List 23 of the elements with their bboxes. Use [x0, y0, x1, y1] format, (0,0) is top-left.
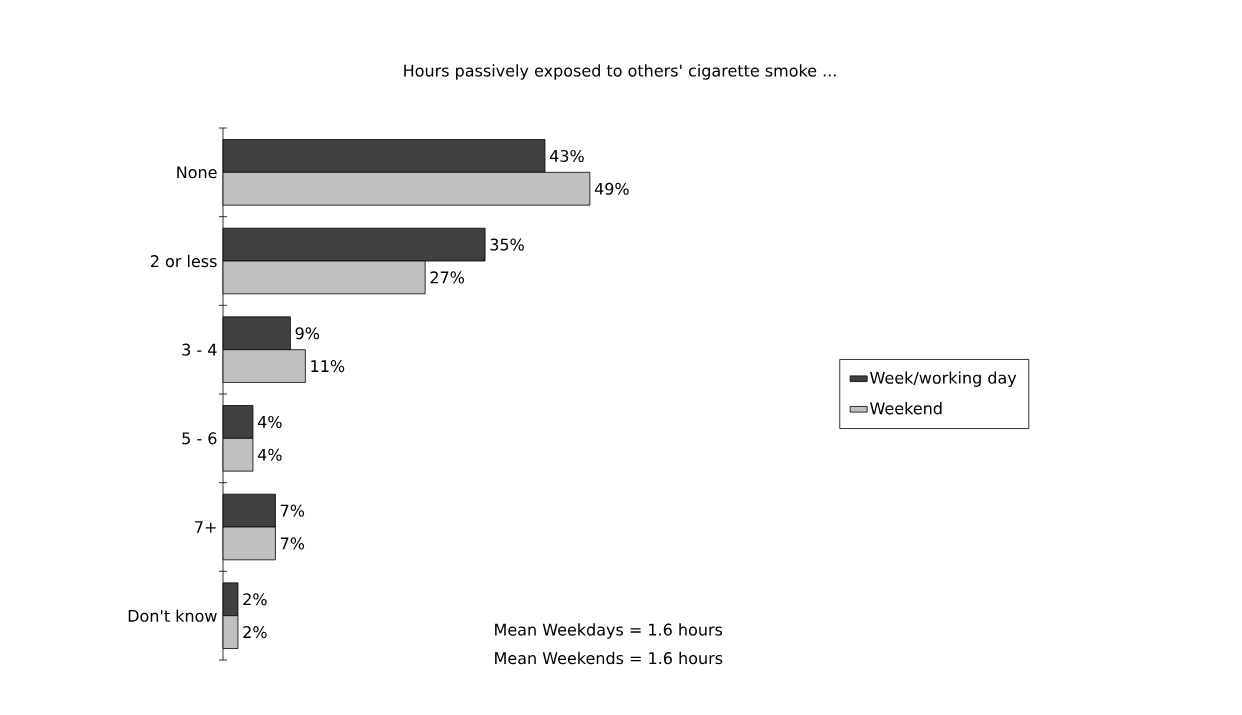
- data-label: 9%: [295, 327, 320, 340]
- data-label: 2%: [243, 626, 267, 639]
- y-tick-label: 3 - 4: [182, 343, 217, 356]
- legend-label: Week/working day: [870, 371, 1017, 387]
- data-label: 35%: [490, 238, 524, 251]
- y-tick-label: Don't know: [128, 609, 217, 622]
- y-tick-label: 7+: [195, 521, 216, 533]
- data-label: 27%: [430, 271, 465, 284]
- legend-label: Weekend: [870, 402, 942, 415]
- data-label: 49%: [594, 182, 629, 195]
- data-label: 4%: [257, 415, 282, 428]
- y-tick-label: 5 - 6: [182, 432, 217, 445]
- data-label: 11%: [311, 360, 345, 373]
- y-tick-label: None: [177, 166, 217, 179]
- annotation: Mean Weekends = 1.6 hours: [495, 651, 723, 665]
- data-label: 7%: [280, 537, 305, 550]
- data-label: 43%: [549, 149, 584, 162]
- annotation: Mean Weekdays = 1.6 hours: [495, 623, 723, 639]
- data-label: 2%: [243, 593, 267, 606]
- chart-title: Hours passively exposed to others' cigarette smoke ...: [404, 64, 836, 80]
- y-tick-label: 2 or less: [150, 254, 217, 268]
- data-label: 7%: [280, 504, 305, 517]
- data-label: 4%: [257, 448, 282, 461]
